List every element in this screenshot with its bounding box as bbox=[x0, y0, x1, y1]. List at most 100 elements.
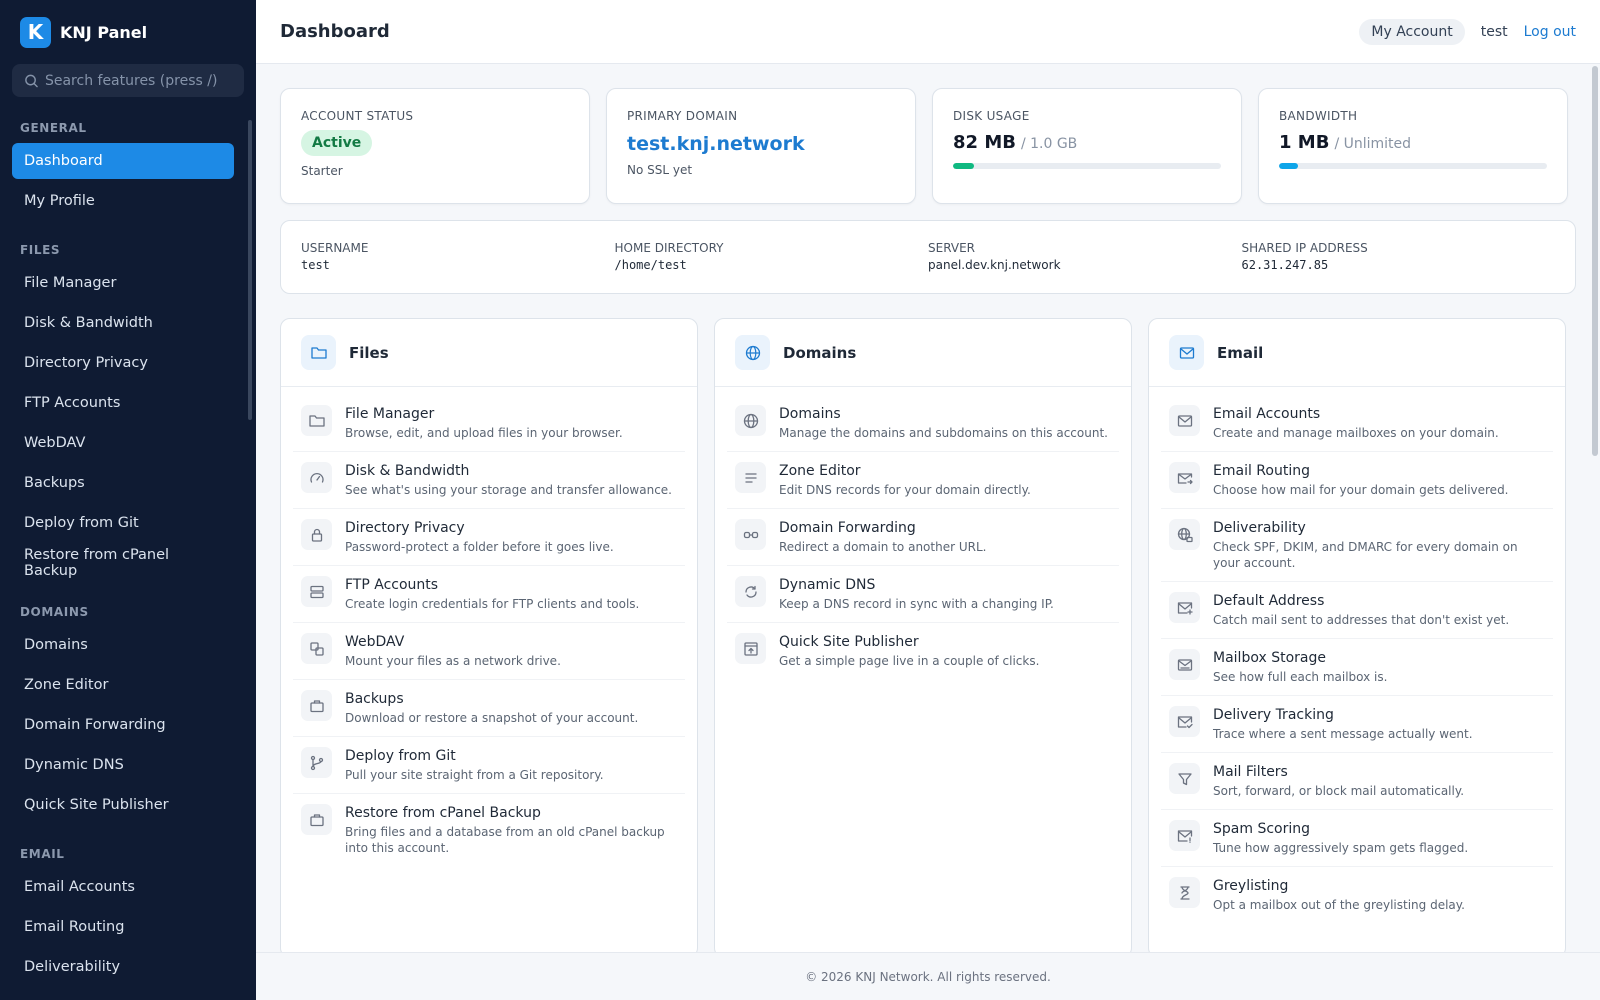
search-box[interactable] bbox=[12, 64, 244, 97]
bandwidth-progress-bar bbox=[1279, 163, 1547, 169]
domains-list: Domains Manage the domains and subdomains… bbox=[715, 387, 1131, 679]
panel-title: Files bbox=[349, 343, 389, 362]
feature-row-file-manager[interactable]: File Manager Browse, edit, and upload fil… bbox=[293, 395, 685, 452]
feature-row-default-address[interactable]: Default Address Catch mail sent to addres… bbox=[1161, 582, 1553, 639]
feature-description: Manage the domains and subdomains on thi… bbox=[779, 426, 1108, 440]
logout-link[interactable]: Log out bbox=[1523, 23, 1576, 40]
my-account-button[interactable]: My Account bbox=[1359, 18, 1465, 45]
feature-description: Password-protect a folder before it goes… bbox=[345, 540, 614, 554]
feature-title: Restore from cPanel Backup bbox=[345, 805, 541, 821]
disk-used: 82 MB bbox=[953, 132, 1016, 153]
sidebar-item-my-profile[interactable]: My Profile bbox=[24, 193, 95, 209]
status-badge: Active bbox=[301, 130, 373, 156]
copyright-text: © 2026 KNJ Network. All rights reserved. bbox=[805, 969, 1051, 984]
globe-lock-icon bbox=[1169, 519, 1200, 550]
sidebar-item-email-routing[interactable]: Email Routing bbox=[24, 919, 125, 935]
brand-name: KNJ Panel bbox=[60, 22, 148, 42]
feature-title: WebDAV bbox=[345, 634, 405, 650]
upload-box-icon bbox=[735, 633, 766, 664]
feature-row-deliverability[interactable]: Deliverability Check SPF, DKIM, and DMARC… bbox=[1161, 509, 1553, 582]
sidebar-item-quick-site-publisher[interactable]: Quick Site Publisher bbox=[24, 797, 169, 813]
copy-icon bbox=[301, 633, 332, 664]
sidebar-item-disk-bandwidth[interactable]: Disk & Bandwidth bbox=[24, 315, 153, 331]
feature-row-dynamic-dns[interactable]: Dynamic DNS Keep a DNS record in sync wit… bbox=[727, 566, 1119, 623]
hourglass-icon bbox=[1169, 877, 1200, 908]
feature-row-directory-privacy[interactable]: Directory Privacy Password-protect a fold… bbox=[293, 509, 685, 566]
sidebar-item-file-manager[interactable]: File Manager bbox=[24, 275, 117, 291]
sidebar-item-email-accounts[interactable]: Email Accounts bbox=[24, 879, 135, 895]
brand[interactable]: K KNJ Panel bbox=[0, 0, 256, 64]
feature-row-zone-editor[interactable]: Zone Editor Edit DNS records for your dom… bbox=[727, 452, 1119, 509]
sidebar-item-ftp-accounts[interactable]: FTP Accounts bbox=[24, 395, 121, 411]
bandwidth-card: Bandwidth 1 MB / Unlimited bbox=[1258, 88, 1568, 204]
domains-panel: Domains Domains Manage the domains and su… bbox=[714, 318, 1132, 952]
lines-icon bbox=[735, 462, 766, 493]
panel-header: Domains bbox=[715, 319, 1131, 387]
stats-row: Account status Active Starter Primary do… bbox=[280, 88, 1576, 204]
sidebar-item-deploy-from-git[interactable]: Deploy from Git bbox=[24, 515, 139, 531]
feature-row-email-accounts[interactable]: Email Accounts Create and manage mailboxe… bbox=[1161, 395, 1553, 452]
sidebar-item-deliverability[interactable]: Deliverability bbox=[24, 959, 121, 975]
top-bar: Dashboard My Account test Log out bbox=[256, 0, 1600, 64]
feature-title: Domain Forwarding bbox=[779, 520, 916, 536]
feature-row-disk-bandwidth[interactable]: Disk & Bandwidth See what's using your st… bbox=[293, 452, 685, 509]
search-input[interactable] bbox=[44, 72, 232, 89]
sidebar-item-domains[interactable]: Domains bbox=[24, 637, 88, 653]
feature-title: Email Accounts bbox=[1213, 406, 1321, 422]
plan-name: Starter bbox=[301, 164, 343, 178]
sidebar-item-zone-editor[interactable]: Zone Editor bbox=[24, 677, 109, 693]
nav-heading-email: EMAIL bbox=[20, 847, 65, 861]
feature-row-domain-forwarding[interactable]: Domain Forwarding Redirect a domain to an… bbox=[727, 509, 1119, 566]
disk-progress-fill bbox=[953, 163, 975, 169]
feature-title: Greylisting bbox=[1213, 878, 1289, 894]
sidebar-item-directory-privacy[interactable]: Directory Privacy bbox=[24, 355, 148, 371]
folder-icon bbox=[301, 405, 332, 436]
lock-icon bbox=[301, 519, 332, 550]
feature-description: Catch mail sent to addresses that don't … bbox=[1213, 613, 1510, 627]
shared-ip-value: 62.31.247.85 bbox=[1241, 258, 1329, 272]
feature-row-mail-filters[interactable]: Mail Filters Sort, forward, or block mail… bbox=[1161, 753, 1553, 810]
brand-logo: K bbox=[20, 16, 51, 48]
sidebar-item-domain-forwarding[interactable]: Domain Forwarding bbox=[24, 717, 166, 733]
nav-heading-domains: DOMAINS bbox=[20, 605, 89, 619]
nav-heading-files: FILES bbox=[20, 243, 61, 257]
mail-check-icon bbox=[1169, 706, 1200, 737]
primary-domain-link[interactable]: test.knj.network bbox=[627, 133, 805, 155]
feature-row-restore-from-cpanel-backup[interactable]: Restore from cPanel Backup Bring files an… bbox=[293, 794, 685, 866]
scrollbar-thumb[interactable] bbox=[1592, 66, 1598, 456]
sidebar-item-webdav[interactable]: WebDAV bbox=[24, 435, 86, 451]
feature-row-domains[interactable]: Domains Manage the domains and subdomains… bbox=[727, 395, 1119, 452]
feature-row-ftp-accounts[interactable]: FTP Accounts Create login credentials for… bbox=[293, 566, 685, 623]
feature-row-backups[interactable]: Backups Download or restore a snapshot of… bbox=[293, 680, 685, 737]
feature-row-webdav[interactable]: WebDAV Mount your files as a network driv… bbox=[293, 623, 685, 680]
feature-title: Domains bbox=[779, 406, 841, 422]
sidebar: K KNJ Panel GENERAL Dashboard My Profile… bbox=[0, 0, 256, 1000]
info-label: Home directory bbox=[614, 241, 724, 255]
bandwidth-progress-fill bbox=[1279, 163, 1298, 169]
sidebar-item-backups[interactable]: Backups bbox=[24, 475, 85, 491]
sidebar-scrollbar[interactable] bbox=[248, 120, 252, 420]
home-directory-field: Home directory /home/test bbox=[615, 241, 929, 293]
feature-description: Tune how aggressively spam gets flagged. bbox=[1213, 841, 1469, 855]
refresh-icon bbox=[735, 576, 766, 607]
sidebar-item-dashboard[interactable]: Dashboard bbox=[12, 143, 234, 179]
stat-label: Primary domain bbox=[627, 109, 738, 123]
main-scrollbar[interactable] bbox=[1592, 66, 1598, 952]
feature-description: See how full each mailbox is. bbox=[1213, 670, 1388, 684]
sidebar-item-dynamic-dns[interactable]: Dynamic DNS bbox=[24, 757, 124, 773]
panel-title: Email bbox=[1217, 343, 1264, 362]
sidebar-item-restore-cpanel[interactable]: Restore from cPanel Backup bbox=[24, 547, 170, 579]
feature-row-quick-site-publisher[interactable]: Quick Site Publisher Get a simple page li… bbox=[727, 623, 1119, 679]
feature-description: Download or restore a snapshot of your a… bbox=[345, 711, 639, 725]
feature-row-mailbox-storage[interactable]: Mailbox Storage See how full each mailbox… bbox=[1161, 639, 1553, 696]
disk-total: / 1.0 GB bbox=[1020, 136, 1078, 152]
feature-row-email-routing[interactable]: Email Routing Choose how mail for your do… bbox=[1161, 452, 1553, 509]
feature-row-deploy-from-git[interactable]: Deploy from Git Pull your site straight f… bbox=[293, 737, 685, 794]
mail-plus-icon bbox=[1169, 592, 1200, 623]
feature-row-spam-scoring[interactable]: Spam Scoring Tune how aggressively spam g… bbox=[1161, 810, 1553, 867]
page-title: Dashboard bbox=[280, 21, 390, 42]
feature-row-delivery-tracking[interactable]: Delivery Tracking Trace where a sent mess… bbox=[1161, 696, 1553, 753]
panel-header: Email bbox=[1149, 319, 1565, 387]
feature-row-greylisting[interactable]: Greylisting Opt a mailbox out of the grey… bbox=[1161, 867, 1553, 923]
username-value: test bbox=[301, 258, 330, 272]
